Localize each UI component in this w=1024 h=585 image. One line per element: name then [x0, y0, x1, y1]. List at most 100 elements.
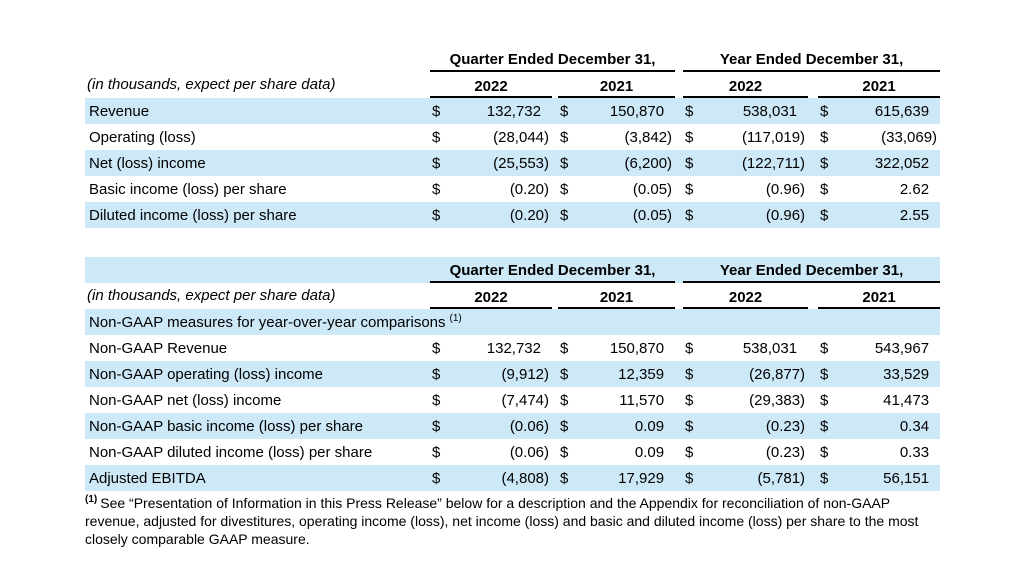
value-cell: (0.20) — [509, 206, 549, 224]
dollar-sign: $ — [432, 417, 441, 435]
value-cell: 2.55 — [899, 206, 930, 224]
year-header-q2022: 2022 — [430, 283, 552, 309]
value-cell: 543,967 — [874, 339, 930, 357]
year-label: 2021 — [818, 289, 941, 309]
year-header-y2022: 2022 — [683, 72, 809, 98]
dollar-sign: $ — [432, 102, 441, 120]
value-cell: 33,529 — [883, 365, 930, 383]
row-label: Basic income (loss) per share — [89, 180, 287, 198]
year-group-header: Year Ended December 31, — [683, 46, 941, 72]
spacer — [675, 439, 683, 465]
dollar-sign: $ — [820, 102, 829, 120]
value-cell: (0.05) — [632, 180, 673, 198]
table-caption: (in thousands, expect per share data) — [87, 76, 336, 93]
spacer — [675, 150, 683, 176]
dollar-sign: $ — [432, 365, 441, 383]
value-cell: (7,474) — [501, 391, 549, 409]
gaap-summary-table: Quarter Ended December 31, Year Ended De… — [85, 46, 941, 228]
empty-cell — [85, 257, 430, 283]
spacer — [675, 413, 683, 439]
value-cell: (0.05) — [632, 206, 673, 224]
section-heading-row: Non-GAAP measures for year-over-year com… — [85, 309, 941, 335]
value-cell: (0.23) — [765, 443, 806, 461]
row-label: Operating (loss) — [89, 128, 196, 146]
row-label: Non-GAAP diluted income (loss) per share — [89, 443, 373, 461]
value-cell: (0.06) — [509, 417, 549, 435]
dollar-sign: $ — [820, 365, 829, 383]
value-cell: (0.96) — [765, 180, 806, 198]
dollar-sign: $ — [432, 180, 441, 198]
spacer — [675, 72, 683, 98]
year-header-q2022: 2022 — [430, 72, 552, 98]
dollar-sign: $ — [685, 365, 694, 383]
value-cell: 0.09 — [634, 417, 665, 435]
dollar-sign: $ — [685, 391, 694, 409]
dollar-sign: $ — [685, 180, 694, 198]
table-caption: (in thousands, expect per share data) — [87, 287, 336, 304]
value-cell: 12,359 — [618, 365, 665, 383]
dollar-sign: $ — [432, 391, 441, 409]
footnote-reference: (1) — [85, 494, 98, 506]
dollar-sign: $ — [560, 128, 569, 146]
year-label: 2022 — [430, 289, 552, 309]
dollar-sign: $ — [685, 206, 694, 224]
dollar-sign: $ — [560, 391, 569, 409]
value-cell: 0.34 — [899, 417, 930, 435]
dollar-sign: $ — [820, 339, 829, 357]
section-heading: Non-GAAP measures for year-over-year com… — [85, 309, 940, 335]
value-cell: (117,019) — [741, 128, 806, 146]
year-label: 2021 — [558, 78, 676, 98]
dollar-sign: $ — [432, 339, 441, 357]
dollar-sign: $ — [820, 154, 829, 172]
value-cell: 11,570 — [619, 391, 665, 409]
dollar-sign: $ — [560, 443, 569, 461]
value-cell: 2.62 — [899, 180, 930, 198]
dollar-sign: $ — [560, 206, 569, 224]
table-row-net-loss-income: Net (loss) income $ (25,553) $ (6,200) $… — [85, 150, 941, 176]
table-row-non-gaap-revenue: Non-GAAP Revenue $ 132,732 $ 150,870 $ 5… — [85, 335, 940, 361]
quarter-group-header: Quarter Ended December 31, — [430, 257, 676, 283]
year-label: 2021 — [818, 78, 941, 98]
value-cell: 132,732 — [486, 339, 541, 357]
value-cell: (122,711) — [741, 154, 806, 172]
value-cell: 322,052 — [874, 154, 930, 172]
dollar-sign: $ — [685, 339, 694, 357]
year-label: 2022 — [683, 289, 809, 309]
year-header-y2022: 2022 — [683, 283, 809, 309]
value-cell: 0.33 — [899, 443, 930, 461]
content-area: Quarter Ended December 31, Year Ended De… — [85, 46, 947, 548]
row-label: Non-GAAP net (loss) income — [89, 391, 282, 409]
row-label: Non-GAAP operating (loss) income — [89, 365, 323, 383]
footnote-reference: (1) — [449, 312, 462, 324]
value-cell: 132,732 — [486, 102, 541, 120]
spacer — [675, 46, 683, 72]
quarter-group-label: Quarter Ended December 31, — [430, 262, 676, 283]
value-cell: 538,031 — [742, 102, 798, 120]
footnote: (1) See “Presentation of Information in t… — [85, 494, 947, 548]
row-label: Revenue — [89, 102, 150, 120]
row-label: Net (loss) income — [89, 154, 206, 172]
dollar-sign: $ — [560, 469, 569, 487]
dollar-sign: $ — [685, 154, 694, 172]
dollar-sign: $ — [685, 469, 694, 487]
dollar-sign: $ — [560, 154, 569, 172]
dollar-sign: $ — [560, 365, 569, 383]
footnote-text: See “Presentation of Information in this… — [85, 495, 919, 547]
dollar-sign: $ — [820, 128, 829, 146]
quarter-group-header: Quarter Ended December 31, — [430, 46, 676, 72]
value-cell: 150,870 — [609, 102, 665, 120]
spacer — [675, 465, 683, 491]
year-label: 2021 — [558, 289, 676, 309]
dollar-sign: $ — [432, 128, 441, 146]
value-cell: 0.09 — [634, 443, 665, 461]
column-group-header-row: Quarter Ended December 31, Year Ended De… — [85, 257, 941, 283]
spacer — [675, 387, 683, 413]
dollar-sign: $ — [820, 391, 829, 409]
dollar-sign: $ — [432, 154, 441, 172]
value-cell: (0.20) — [509, 180, 549, 198]
dollar-sign: $ — [820, 206, 829, 224]
dollar-sign: $ — [432, 206, 441, 224]
year-label: 2022 — [430, 78, 552, 98]
dollar-sign: $ — [685, 417, 694, 435]
